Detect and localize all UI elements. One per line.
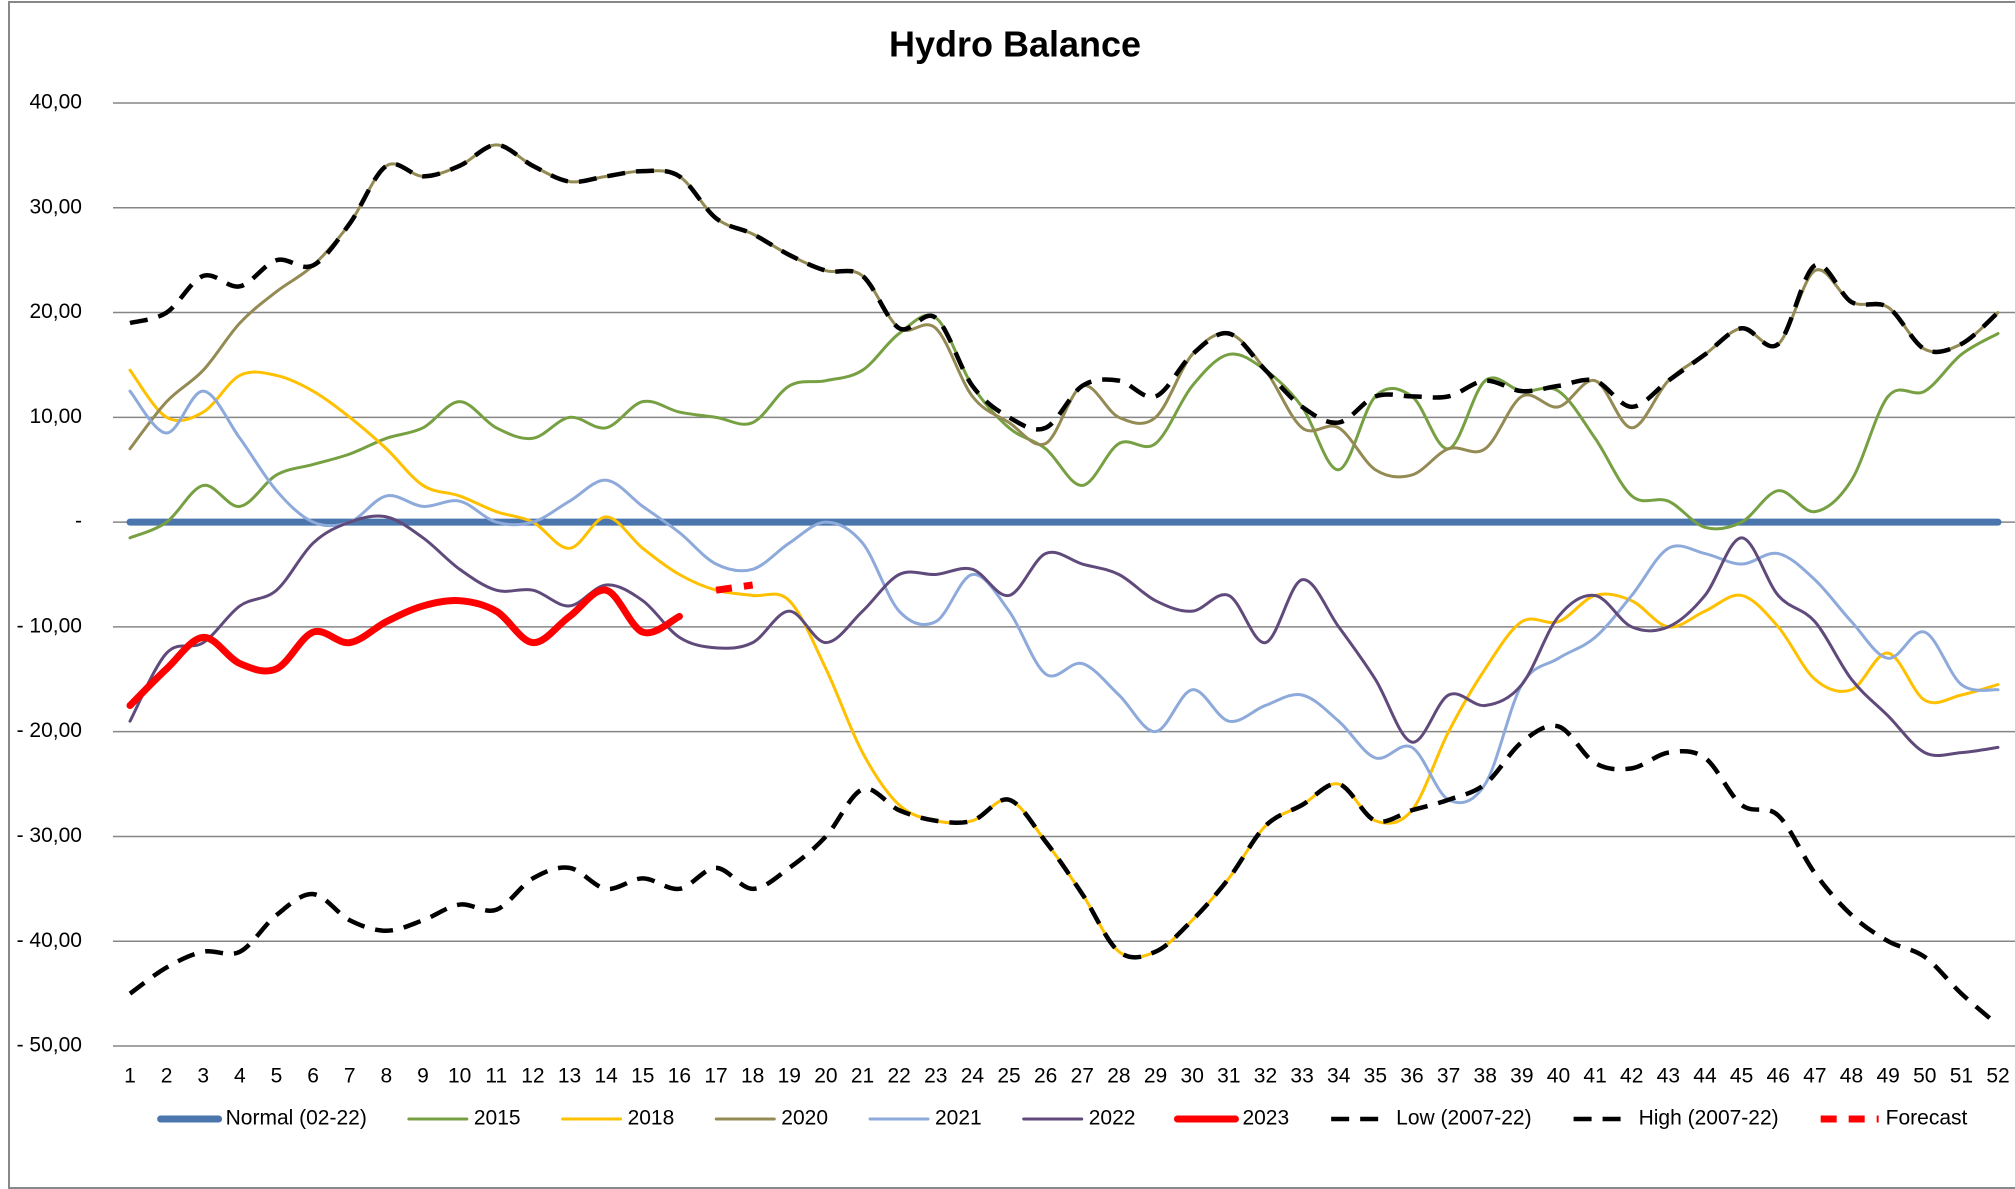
x-tick-label: 24 bbox=[961, 1065, 985, 1088]
x-tick-label: 43 bbox=[1657, 1065, 1680, 1088]
x-tick-label: 25 bbox=[997, 1065, 1020, 1088]
x-tick-label: 17 bbox=[704, 1065, 727, 1088]
x-tick-label: 5 bbox=[271, 1065, 283, 1088]
x-tick-label: 30 bbox=[1181, 1065, 1204, 1088]
legend-label: Normal (02-22) bbox=[226, 1107, 367, 1130]
legend-label: 2018 bbox=[628, 1107, 675, 1130]
series-line bbox=[128, 313, 2000, 540]
legend-label: 2015 bbox=[474, 1107, 521, 1130]
series-line bbox=[715, 581, 754, 594]
x-tick-label: 23 bbox=[924, 1065, 947, 1088]
x-tick-label: 14 bbox=[594, 1065, 618, 1088]
x-tick-label: 49 bbox=[1876, 1065, 1899, 1088]
x-tick-label: 3 bbox=[197, 1065, 209, 1088]
series-line bbox=[128, 723, 2000, 1027]
x-tick-label: 26 bbox=[1034, 1065, 1057, 1088]
y-tick-label: 10,00 bbox=[29, 405, 82, 428]
x-tick-label: 8 bbox=[381, 1065, 393, 1088]
x-tick-label: 38 bbox=[1474, 1065, 1497, 1088]
x-tick-label: 21 bbox=[851, 1065, 874, 1088]
x-tick-label: 35 bbox=[1364, 1065, 1387, 1088]
series-line bbox=[128, 514, 2000, 758]
x-tick-label: 16 bbox=[668, 1065, 691, 1088]
x-tick-label: 34 bbox=[1327, 1065, 1351, 1088]
legend-label: 2020 bbox=[781, 1107, 828, 1130]
y-tick-label: - 10,00 bbox=[17, 614, 82, 637]
x-tick-label: 12 bbox=[521, 1065, 544, 1088]
x-tick-label: 4 bbox=[234, 1065, 246, 1088]
legend-label: 2023 bbox=[1242, 1107, 1289, 1130]
y-tick-label: 20,00 bbox=[29, 300, 82, 323]
series-line bbox=[128, 389, 2000, 805]
y-tick-label: - 20,00 bbox=[17, 719, 82, 742]
legend-label: High (2007-22) bbox=[1639, 1107, 1779, 1130]
x-tick-label: 48 bbox=[1840, 1065, 1863, 1088]
legend-label: Forecast bbox=[1886, 1107, 1968, 1130]
x-tick-label: 28 bbox=[1107, 1065, 1130, 1088]
x-tick-label: 50 bbox=[1913, 1065, 1936, 1088]
series-line bbox=[126, 586, 683, 709]
legend-label: 2021 bbox=[935, 1107, 982, 1130]
x-tick-label: 33 bbox=[1290, 1065, 1313, 1088]
x-tick-label: 41 bbox=[1583, 1065, 1606, 1088]
series-line bbox=[128, 143, 2000, 479]
x-tick-label: 10 bbox=[448, 1065, 471, 1088]
y-tick-label: - bbox=[75, 510, 82, 533]
y-tick-label: - 50,00 bbox=[17, 1034, 82, 1057]
x-tick-label: 15 bbox=[631, 1065, 654, 1088]
x-tick-label: 7 bbox=[344, 1065, 356, 1088]
legend-label: 2022 bbox=[1089, 1107, 1136, 1130]
y-tick-label: - 30,00 bbox=[17, 824, 82, 847]
x-tick-label: 18 bbox=[741, 1065, 764, 1088]
x-tick-label: 37 bbox=[1437, 1065, 1460, 1088]
x-tick-label: 29 bbox=[1144, 1065, 1167, 1088]
x-tick-label: 32 bbox=[1254, 1065, 1277, 1088]
x-tick-label: 11 bbox=[485, 1065, 507, 1088]
x-tick-label: 39 bbox=[1510, 1065, 1533, 1088]
x-tick-label: 51 bbox=[1950, 1065, 1973, 1088]
y-tick-label: - 40,00 bbox=[17, 929, 82, 952]
x-tick-label: 52 bbox=[1986, 1065, 2009, 1088]
x-tick-label: 19 bbox=[778, 1065, 801, 1088]
x-tick-label: 1 bbox=[124, 1065, 136, 1088]
x-tick-label: 9 bbox=[417, 1065, 429, 1088]
legend-label: Low (2007-22) bbox=[1396, 1107, 1531, 1130]
x-tick-label: 20 bbox=[814, 1065, 837, 1088]
y-tick-label: 30,00 bbox=[29, 195, 82, 218]
x-tick-label: 2 bbox=[161, 1065, 173, 1088]
x-tick-label: 36 bbox=[1400, 1065, 1423, 1088]
series-line bbox=[128, 368, 2000, 959]
x-tick-label: 44 bbox=[1693, 1065, 1717, 1088]
x-tick-label: 27 bbox=[1071, 1065, 1094, 1088]
legend: Normal (02-22) 2015 2018 2020 2021 2022 2023 Lo… bbox=[157, 1107, 1968, 1130]
y-tick-label: 40,00 bbox=[29, 91, 82, 114]
x-tick-label: 13 bbox=[558, 1065, 581, 1088]
x-tick-label: 42 bbox=[1620, 1065, 1643, 1088]
x-tick-label: 47 bbox=[1803, 1065, 1826, 1088]
x-tick-label: 46 bbox=[1767, 1065, 1790, 1088]
series-line bbox=[129, 142, 2000, 432]
x-tick-label: 22 bbox=[887, 1065, 910, 1088]
x-tick-label: 45 bbox=[1730, 1065, 1753, 1088]
x-tick-label: 31 bbox=[1217, 1065, 1240, 1088]
chart-title: Hydro Balance bbox=[889, 24, 1141, 65]
x-tick-label: 6 bbox=[307, 1065, 319, 1088]
x-tick-label: 40 bbox=[1547, 1065, 1570, 1088]
